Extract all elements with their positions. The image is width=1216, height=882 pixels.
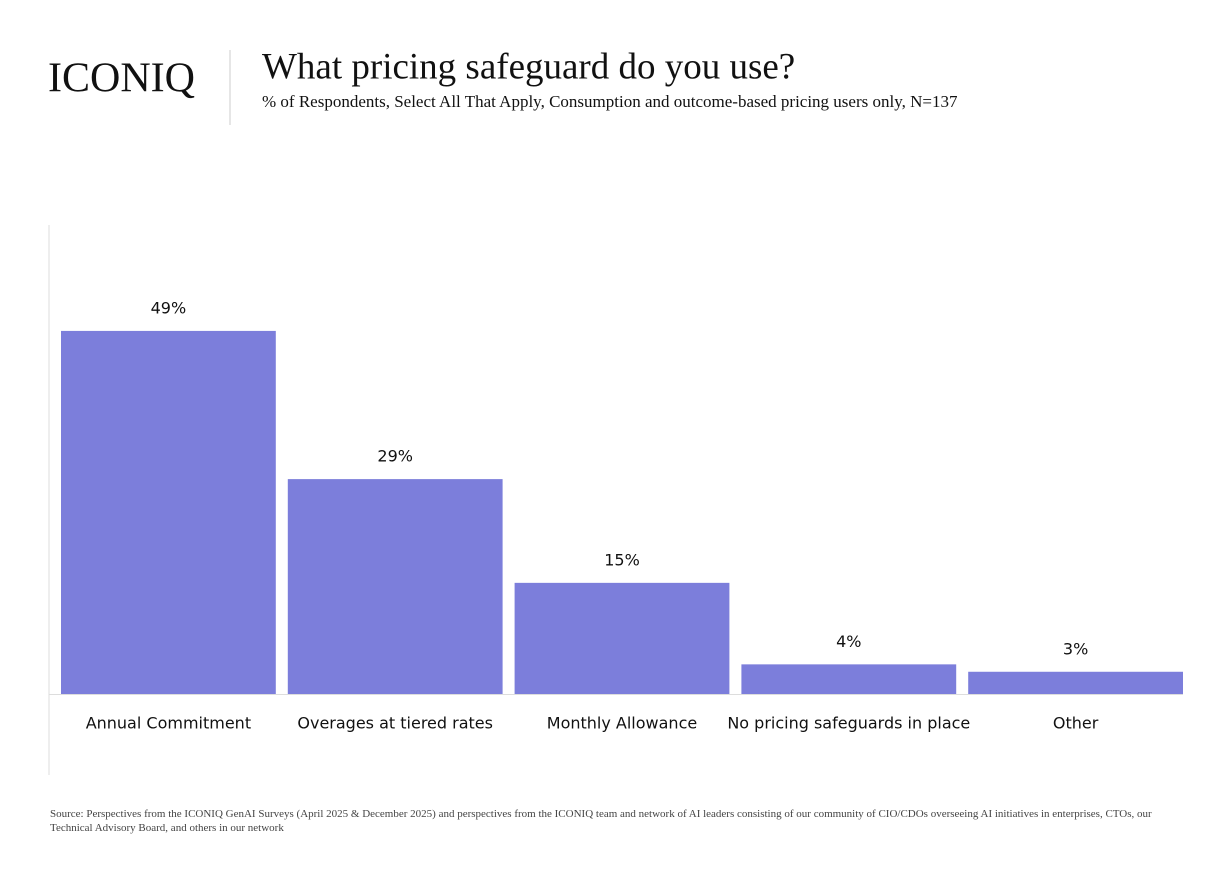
chart-subtitle: % of Respondents, Select All That Apply,… [262, 92, 958, 111]
value-label: 15% [604, 550, 640, 569]
x-tick-label: No pricing safeguards in place [727, 714, 970, 733]
value-label: 49% [151, 298, 187, 317]
value-label: 3% [1063, 639, 1088, 658]
x-tick-label: Other [1053, 714, 1099, 733]
x-tick-label: Annual Commitment [86, 714, 251, 733]
chart-title: What pricing safeguard do you use? [262, 46, 795, 87]
x-tick-label: Overages at tiered rates [297, 714, 493, 733]
source-note: Source: Perspectives from the ICONIQ Gen… [50, 808, 1152, 834]
bar [968, 671, 1183, 694]
logo: ICONIQ [48, 56, 195, 102]
value-label: 4% [836, 632, 861, 651]
bar [514, 582, 730, 694]
bar [741, 664, 957, 694]
bar [61, 330, 276, 694]
value-label: 29% [377, 447, 413, 466]
x-tick-label: Monthly Allowance [547, 714, 697, 733]
bar [287, 479, 503, 694]
